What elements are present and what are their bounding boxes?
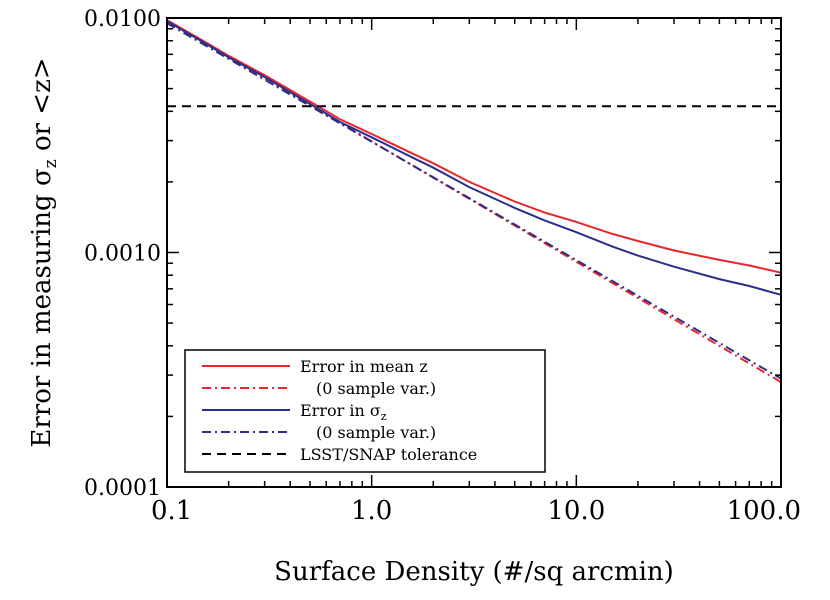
series-line-sigma-z-nsv bbox=[166, 22, 782, 380]
y-axis-title-tail: or <z> bbox=[27, 57, 57, 159]
series-line-sigma-z bbox=[166, 20, 782, 296]
x-tick-label: 0.1 bbox=[151, 496, 192, 526]
y-tick-label: 0.0100 bbox=[84, 7, 161, 32]
legend: Error in mean z(0 sample var.)Error in σ… bbox=[184, 349, 546, 473]
plot-frame bbox=[166, 17, 782, 488]
y-axis-title-main: Error in measuring σ bbox=[27, 168, 57, 447]
legend-label-mean-z-nsv: (0 sample var.) bbox=[316, 379, 436, 398]
legend-label-mean-z: Error in mean z bbox=[300, 357, 428, 376]
x-axis-title: Surface Density (#/sq arcmin) bbox=[274, 557, 674, 587]
y-axis-title-subscript: z bbox=[41, 159, 61, 168]
x-tick-label: 1.0 bbox=[351, 496, 392, 526]
x-tick-label: 100.0 bbox=[727, 496, 801, 526]
y-tick-label: 0.0001 bbox=[84, 476, 161, 501]
series-layer bbox=[166, 19, 782, 383]
tick-labels-layer: 0.1 1.0 10.0 100.0 0.0001 0.0010 0.0100 bbox=[84, 7, 801, 526]
y-axis-title: Error in measuring σz or <z> bbox=[27, 57, 61, 447]
y-tick-label: 0.0010 bbox=[84, 242, 161, 267]
legend-label-sigma-z-nsv: (0 sample var.) bbox=[316, 423, 436, 442]
legend-entries: Error in mean z(0 sample var.)Error in σ… bbox=[202, 357, 477, 464]
series-line-mean-z bbox=[166, 19, 782, 274]
legend-label-sigma-z: Error in σz bbox=[300, 401, 387, 423]
x-tick-label: 10.0 bbox=[547, 496, 605, 526]
legend-label-subscript: z bbox=[381, 410, 387, 423]
legend-label-tolerance: LSST/SNAP tolerance bbox=[300, 445, 477, 464]
